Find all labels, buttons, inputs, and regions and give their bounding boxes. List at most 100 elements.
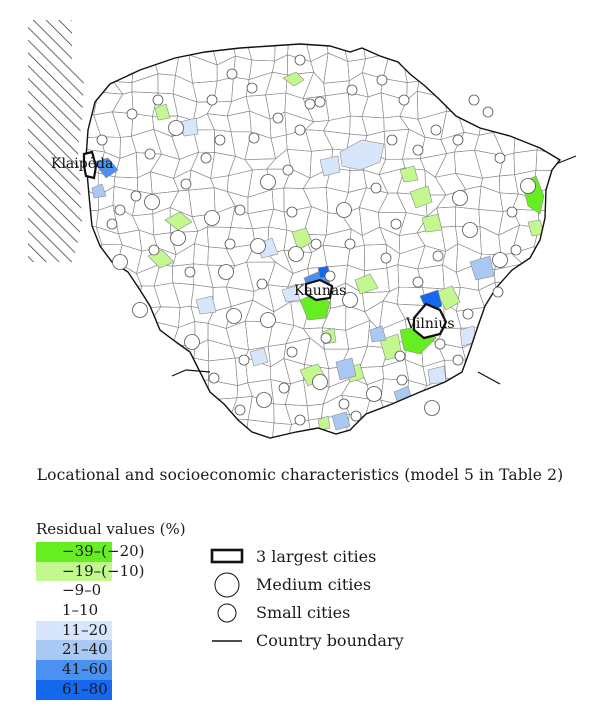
medium-city-circle [312, 374, 328, 390]
municipality-cell [112, 442, 140, 450]
municipality-cell [286, 436, 312, 438]
region-green-w1 [164, 211, 193, 231]
legend-title: Residual values (%) [36, 520, 186, 538]
municipality-cell [86, 243, 103, 272]
municipality-cell [549, 44, 560, 61]
small-city-circle [294, 54, 306, 66]
municipality-cell [114, 322, 141, 351]
municipality-cell [113, 339, 139, 368]
choropleth-map: Klaipėda Kaunas Vilnius [28, 20, 600, 450]
small-city-circle [370, 182, 382, 194]
municipality-cell [588, 418, 600, 441]
municipality-cell [135, 362, 156, 378]
municipality-cell [188, 436, 219, 438]
municipality-cell [559, 439, 576, 450]
small-city-circle [350, 410, 362, 422]
small-city-circle [294, 414, 306, 426]
small-city-circle [106, 218, 118, 230]
municipality-cell [572, 322, 595, 343]
municipality-cell [439, 400, 467, 421]
small-city-circle [96, 134, 108, 146]
municipality-cell [517, 263, 537, 290]
municipality-cell [154, 433, 180, 438]
region-green-e1 [399, 165, 419, 183]
small-city-circle [200, 152, 212, 164]
municipality-cell [549, 170, 560, 195]
boundary-stub-east [555, 155, 577, 165]
small-city-circle [468, 94, 480, 106]
legend-swatch [36, 542, 112, 562]
municipality-cell [588, 79, 600, 100]
municipality-cell [170, 414, 196, 438]
municipality-cell [531, 73, 560, 96]
municipality-cell [86, 44, 103, 62]
symbol-legend-label: Medium cities [256, 575, 372, 594]
medium-city-circle [520, 178, 536, 194]
municipality-cell [86, 403, 102, 426]
small-city-circle [396, 374, 408, 386]
region-green-small [317, 415, 331, 431]
legend-swatch [36, 561, 112, 582]
municipality-cell [559, 95, 560, 117]
legend-class-3: 1–10 [36, 601, 206, 621]
region-green-north [282, 71, 305, 87]
legend-class-label: −9–0 [62, 581, 102, 600]
municipality-cell [155, 420, 177, 438]
small-city-circle [148, 244, 160, 256]
municipality-cell [594, 323, 600, 339]
municipality-cell [574, 376, 594, 404]
municipality-cell [588, 434, 600, 450]
city-boundary-icon [210, 548, 244, 564]
municipality-cell [594, 225, 600, 249]
municipality-cell [510, 403, 536, 421]
municipality-cell [492, 301, 514, 323]
kaunas-boundary [304, 278, 334, 302]
small-city-circle [494, 152, 506, 164]
municipality-cell [572, 338, 593, 364]
medium-city-circle [226, 308, 242, 324]
municipality-cell [360, 442, 382, 450]
municipality-cell [478, 415, 500, 438]
municipality-cell [553, 263, 560, 288]
region-blue-s4 [331, 411, 351, 431]
municipality-cell [570, 98, 599, 116]
symbol-legend-label: Small cities [256, 603, 351, 622]
municipality-cell [445, 378, 467, 405]
small-city-circle [380, 252, 392, 264]
municipality-cell [327, 436, 352, 438]
medium-city-circle [424, 400, 440, 416]
municipality-cell [589, 264, 600, 284]
municipality-cell [512, 340, 541, 369]
region-green-nw [154, 103, 171, 121]
municipality-cell [473, 44, 502, 54]
municipality-cell [511, 302, 539, 322]
municipality-cell [138, 418, 162, 438]
municipality-cell [474, 52, 502, 82]
small-city-circle [432, 250, 444, 262]
municipality-cell [359, 416, 389, 438]
municipality-cell [455, 53, 484, 81]
small-city-circle [310, 238, 322, 250]
municipality-cell [530, 265, 555, 290]
municipality-cell [593, 376, 600, 404]
municipality-cell [521, 384, 535, 404]
small-city-circle [184, 266, 196, 278]
municipality-cell [474, 440, 496, 450]
municipality-cell [86, 417, 97, 438]
medium-city-circle [342, 292, 358, 308]
small-city-circle [434, 338, 446, 350]
vilnius-boundary [412, 302, 448, 340]
municipality-cell [86, 337, 101, 362]
small-city-circle [248, 132, 260, 144]
municipality-cell [481, 337, 503, 363]
municipality-cell [574, 225, 595, 247]
municipality-cell [549, 321, 560, 345]
legend-class-label: 21–40 [62, 640, 108, 659]
municipality-cell [500, 44, 517, 59]
municipality-cell [569, 439, 594, 450]
municipality-cell [213, 439, 237, 450]
small-city-circle [390, 218, 402, 230]
municipality-cell [510, 417, 536, 438]
municipality-cell [99, 44, 120, 62]
legend-swatch [36, 601, 112, 621]
